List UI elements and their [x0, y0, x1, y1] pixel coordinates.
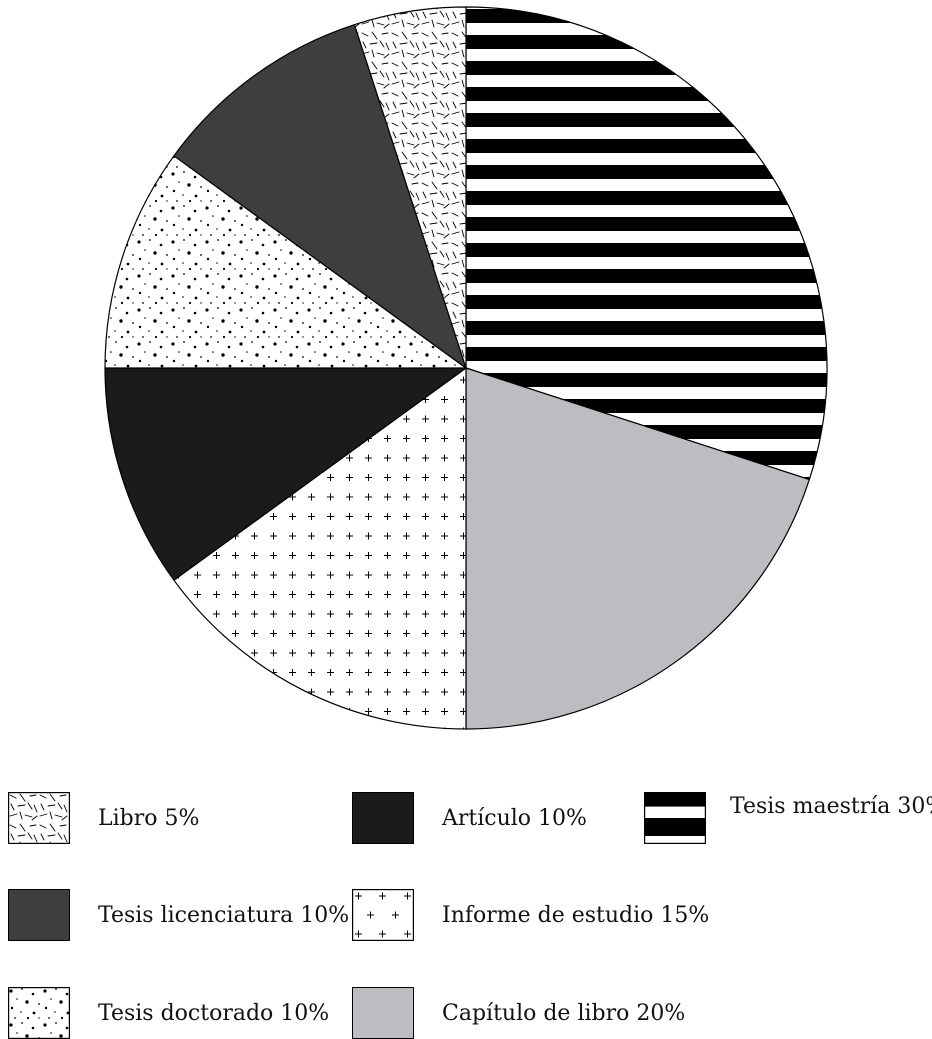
legend-item-articulo: Artículo 10% — [352, 792, 587, 844]
legend-label-tesis-doctorado: Tesis doctorado 10% — [98, 1000, 330, 1026]
legend-item-informe-de-estudio: Informe de estudio 15% — [352, 889, 709, 941]
legend-item-tesis-doctorado: Tesis doctorado 10% — [8, 987, 329, 1039]
legend-label-tesis-maestria: Tesis maestría 30% — [730, 794, 932, 819]
legend-swatch-tesis-doctorado — [8, 987, 70, 1039]
legend-label-capitulo-de-libro: Capítulo de libro 20% — [442, 1000, 686, 1026]
legend-label-libro: Libro 5% — [98, 805, 200, 831]
pie-slice-capitulo-de-libro — [465, 367, 810, 730]
legend-item-tesis-maestria: Tesis maestría 30% — [644, 792, 932, 844]
pie-slice-libro — [353, 6, 467, 369]
pie-slices — [104, 6, 828, 730]
legend-swatch-informe-de-estudio — [352, 889, 414, 941]
legend-item-libro: Libro 5% — [8, 792, 199, 844]
pie-slice-articulo — [104, 367, 467, 581]
legend-swatch-articulo — [352, 792, 414, 844]
pie-slice-tesis-doctorado — [104, 155, 467, 369]
legend-swatch-capitulo-de-libro — [352, 987, 414, 1039]
legend-label-informe-de-estudio: Informe de estudio 15% — [442, 902, 710, 928]
pie-slice-tesis-licenciatura — [173, 24, 467, 369]
legend-item-capitulo-de-libro: Capítulo de libro 20% — [352, 987, 685, 1039]
legend-item-tesis-licenciatura: Tesis licenciatura 10% — [8, 889, 349, 941]
legend-swatch-tesis-maestria — [644, 792, 706, 844]
legend-swatch-tesis-licenciatura — [8, 889, 70, 941]
legend-label-tesis-licenciatura: Tesis licenciatura 10% — [98, 902, 350, 928]
legend-swatch-libro — [8, 792, 70, 844]
pie-slice-informe-de-estudio — [173, 367, 467, 730]
pie-slice-tesis-maestria — [465, 6, 828, 481]
legend-label-articulo: Artículo 10% — [442, 805, 587, 831]
